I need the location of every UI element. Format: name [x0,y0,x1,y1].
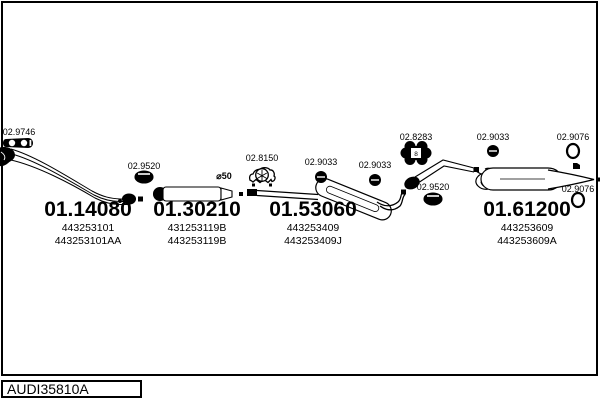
svg-text:01.30210: 01.30210 [153,198,241,221]
svg-text:443253609A: 443253609A [497,235,557,247]
svg-text:02.8283: 02.8283 [400,132,433,142]
svg-text:02.9520: 02.9520 [417,182,450,192]
svg-text:443253409: 443253409 [287,222,340,234]
svg-text:443253101: 443253101 [62,222,115,234]
svg-text:431253119B: 431253119B [168,222,227,234]
svg-text:443253119B: 443253119B [168,235,227,247]
svg-text:443253101AA: 443253101AA [55,235,122,247]
svg-text:02.8150: 02.8150 [246,153,279,163]
svg-text:02.9746: 02.9746 [3,127,36,137]
svg-text:02.9520: 02.9520 [128,161,161,171]
svg-text:443253409J: 443253409J [284,235,342,247]
svg-text:02.9033: 02.9033 [305,157,338,167]
svg-text:01.14080: 01.14080 [44,198,132,221]
svg-text:02.9033: 02.9033 [477,132,510,142]
svg-text:02.9076: 02.9076 [557,132,590,142]
svg-text:⌀50: ⌀50 [216,171,231,181]
svg-text:01.61200: 01.61200 [483,198,571,221]
svg-text:02.9033: 02.9033 [359,160,392,170]
svg-text:01.53060: 01.53060 [269,198,357,221]
svg-text:02.9076: 02.9076 [562,184,595,194]
svg-text:8: 8 [414,151,418,158]
svg-text:443253609: 443253609 [501,222,554,234]
